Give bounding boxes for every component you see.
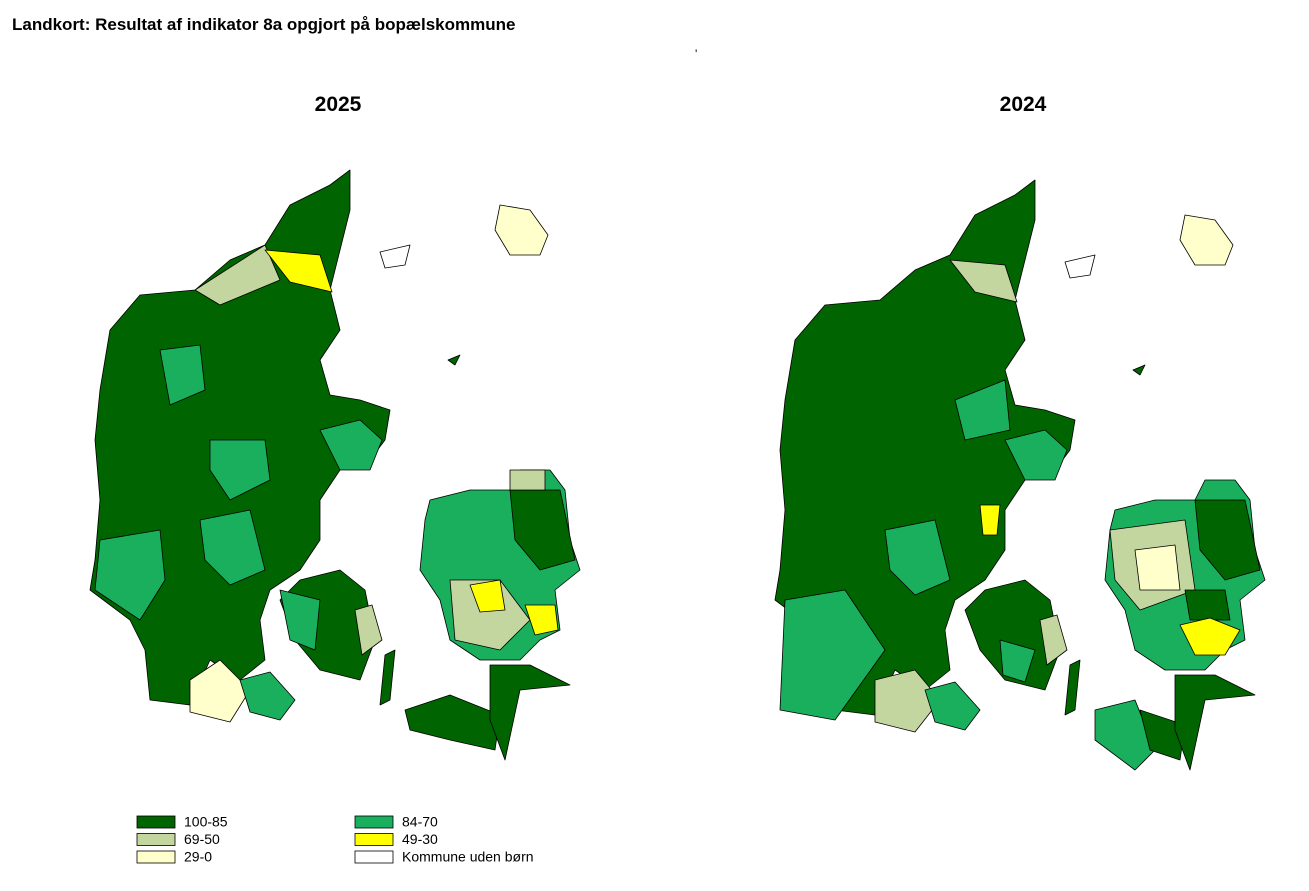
legend-label: 84-70 (402, 814, 438, 830)
legend-label: 49-30 (402, 831, 438, 847)
stray-mark: ' (695, 47, 697, 61)
legend-swatch (354, 815, 394, 829)
map-title: 2024 (1000, 93, 1047, 116)
legend-swatch (354, 850, 394, 864)
page-title: Landkort: Resultat af indikator 8a opgjo… (12, 15, 515, 34)
map-title: 2025 (315, 93, 362, 116)
legend: 100-85 84-70 69-50 49-30 29-0 Kommune uden bø… (136, 814, 534, 865)
map-2025 (89, 169, 581, 761)
legend-swatch (136, 850, 176, 864)
legend-label: Kommune uden børn (402, 849, 534, 865)
legend-label: 100-85 (184, 814, 228, 830)
legend-swatch (354, 833, 394, 846)
map-2024 (774, 179, 1266, 771)
legend-label: 29-0 (184, 849, 212, 865)
legend-swatch (136, 815, 176, 829)
legend-label: 69-50 (184, 831, 220, 847)
legend-swatch (136, 833, 176, 846)
